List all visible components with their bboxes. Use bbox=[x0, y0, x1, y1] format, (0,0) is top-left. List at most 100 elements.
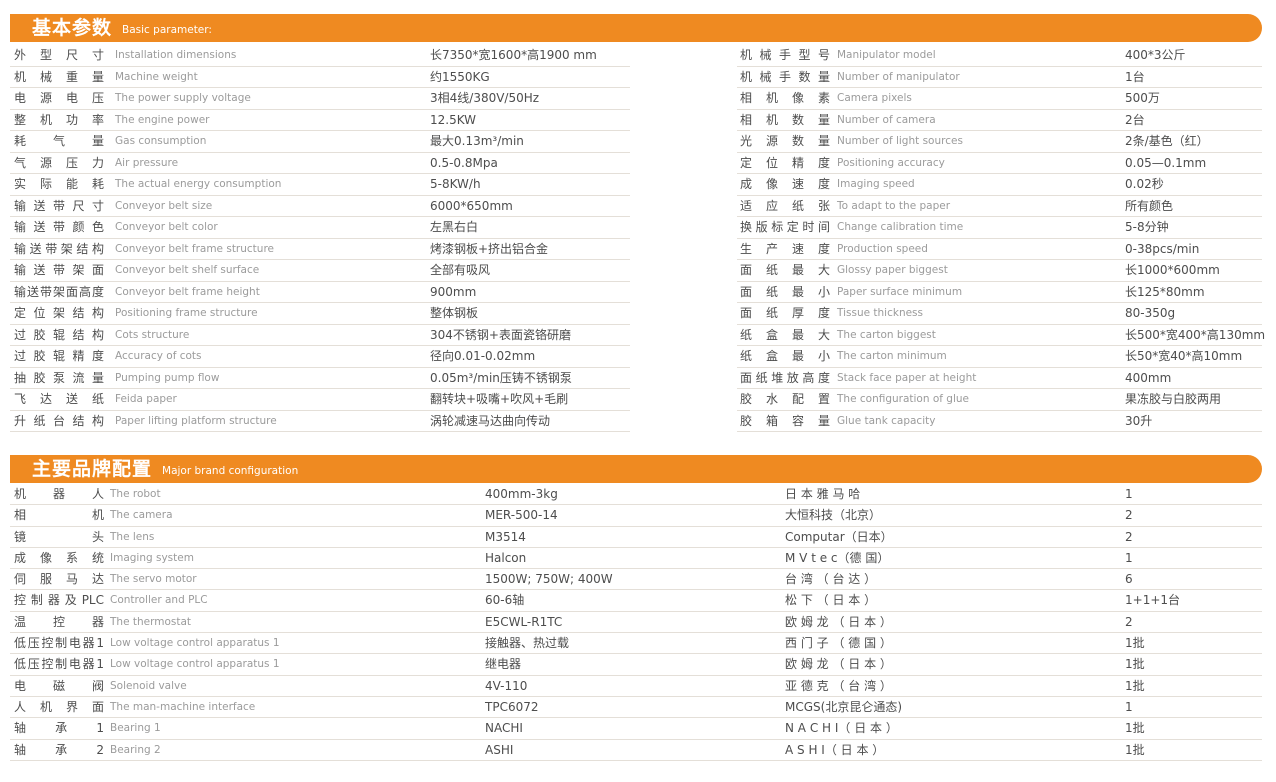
brand-configuration-section-header: 主要品牌配置 Major brand configuration bbox=[10, 455, 1262, 483]
spec-row: 控制器及PLC Controller and PLC 60-6轴 松 下 （ 日 本 … bbox=[10, 590, 1262, 612]
spec-label-zh: 定位架结构 bbox=[14, 306, 104, 320]
spec-label-en: Accuracy of cots bbox=[115, 350, 202, 362]
spec-label-zh: 纸盒最小 bbox=[740, 349, 830, 363]
spec-value: 2台 bbox=[1125, 112, 1145, 127]
component-label-zh: 电磁阀 bbox=[14, 678, 104, 693]
spec-value: 最大0.13m³/min bbox=[430, 134, 524, 148]
spec-row: 电源电压 The power supply voltage 3相4线/380V/50… bbox=[10, 88, 630, 110]
spec-row: 面纸堆放高度 Stack face paper at height 400mm bbox=[737, 368, 1262, 389]
spec-label-zh: 相机数量 bbox=[740, 112, 830, 127]
spec-row: 人机界面 The man-machine interface TPC6072 MCGS… bbox=[10, 697, 1262, 719]
spec-value: 12.5KW bbox=[430, 112, 477, 127]
spec-row: 升纸台结构 Paper lifting platform structure 涡轮减… bbox=[10, 411, 630, 432]
spec-row: 定位架结构 Positioning frame structure 整体钢板 bbox=[10, 303, 630, 325]
basic-parameter-left-column: 外型尺寸 Installation dimensions 长7350*宽1600*高… bbox=[10, 45, 630, 432]
component-label-en: Bearing 2 bbox=[110, 743, 161, 756]
basic-parameter-right-column: 机械手型号 Manipulator model 400*3公斤 机械手数量 Number… bbox=[737, 45, 1266, 432]
spec-row: 过胶辊结构 Cots structure 304不锈钢+表面瓷铬研磨 bbox=[10, 325, 630, 346]
spec-row: 相机数量 Number of camera 2台 bbox=[737, 110, 1262, 131]
component-quantity: 1+1+1台 bbox=[1125, 593, 1181, 608]
spec-label-zh: 气源压力 bbox=[14, 155, 104, 170]
spec-label-en: Pumping pump flow bbox=[115, 371, 220, 384]
spec-value: 5-8分钟 bbox=[1125, 220, 1169, 234]
spec-row: 相机像素 Camera pixels 500万 bbox=[737, 88, 1262, 110]
spec-row: 生产速度 Production speed 0-38pcs/min bbox=[737, 239, 1262, 260]
component-model: 60-6轴 bbox=[485, 593, 525, 608]
spec-label-zh: 面纸最大 bbox=[740, 263, 830, 277]
component-label-en: Controller and PLC bbox=[110, 594, 208, 607]
component-brand: 大恒科技（北京） bbox=[785, 508, 882, 523]
spec-label-zh: 输送带架结构 bbox=[14, 241, 104, 256]
brand-configuration-title-en: Major brand configuration bbox=[162, 465, 299, 477]
spec-row: 低压控制电器1 Low voltage control apparatus 1 接触… bbox=[10, 633, 1262, 655]
spec-label-zh: 输送带架面 bbox=[14, 263, 104, 277]
spec-value: 整体钢板 bbox=[430, 306, 479, 320]
component-quantity: 1 bbox=[1125, 487, 1133, 501]
brand-configuration-title-zh: 主要品牌配置 bbox=[32, 458, 153, 480]
spec-value: 长1000*600mm bbox=[1125, 263, 1220, 277]
component-quantity: 1批 bbox=[1125, 678, 1145, 693]
spec-row: 温控器 The thermostat E5CWL-R1TC 欧 姆 龙 （ 日 本 ）… bbox=[10, 612, 1262, 634]
spec-label-en: Paper surface minimum bbox=[837, 285, 963, 298]
spec-label-en: Cots structure bbox=[115, 328, 190, 341]
spec-label-en: Conveyor belt color bbox=[115, 221, 218, 233]
component-brand: 亚 德 克 （ 台 湾 ） bbox=[785, 678, 892, 693]
spec-value: 2条/基色（红） bbox=[1125, 134, 1209, 148]
spec-label-zh: 纸盒最大 bbox=[740, 327, 830, 342]
spec-value: 约1550KG bbox=[430, 69, 490, 84]
component-brand: Computar（日本） bbox=[785, 529, 893, 544]
spec-label-zh: 换版标定时间 bbox=[740, 220, 830, 234]
spec-value: 涡轮减速马达曲向传动 bbox=[430, 413, 551, 428]
spec-label-en: Feida paper bbox=[115, 393, 177, 405]
component-model: ASHI bbox=[485, 742, 514, 757]
spec-value: 500万 bbox=[1125, 91, 1160, 105]
component-quantity: 1批 bbox=[1125, 721, 1145, 736]
spec-row: 输送带架面 Conveyor belt shelf surface 全部有吸风 bbox=[10, 260, 630, 282]
spec-label-en: Gas consumption bbox=[115, 135, 207, 147]
spec-label-zh: 飞达送纸 bbox=[14, 392, 104, 406]
spec-label-zh: 输送带颜色 bbox=[14, 220, 104, 234]
spec-label-zh: 升纸台结构 bbox=[14, 413, 104, 428]
spec-row: 机械手型号 Manipulator model 400*3公斤 bbox=[737, 45, 1262, 67]
spec-row: 光源数量 Number of light sources 2条/基色（红） bbox=[737, 131, 1262, 153]
component-quantity: 1批 bbox=[1125, 657, 1145, 672]
spec-label-en: Camera pixels bbox=[837, 92, 912, 104]
component-quantity: 1 bbox=[1125, 550, 1133, 565]
component-label-zh: 镜头 bbox=[14, 529, 104, 544]
spec-label-zh: 面纸厚度 bbox=[740, 306, 830, 320]
spec-row: 胶水配置 The configuration of glue 果冻胶与白胶两用 bbox=[737, 389, 1262, 411]
spec-row: 耗气量 Gas consumption 最大0.13m³/min bbox=[10, 131, 630, 153]
spec-row: 相机 The camera MER-500-14 大恒科技（北京） 2 bbox=[10, 505, 1262, 527]
spec-row: 定位精度 Positioning accuracy 0.05—0.1mm bbox=[737, 153, 1262, 174]
component-model: 继电器 bbox=[485, 657, 522, 672]
spec-value: 6000*650mm bbox=[430, 198, 513, 213]
spec-label-zh: 输送带尺寸 bbox=[14, 198, 104, 213]
spec-label-en: Imaging speed bbox=[837, 178, 915, 190]
component-label-en: Solenoid valve bbox=[110, 679, 187, 692]
spec-row: 机器人 The robot 400mm-3kg 日 本 雅 马 哈 1 bbox=[10, 484, 1262, 506]
spec-row: 成像速度 Imaging speed 0.02秒 bbox=[737, 174, 1262, 196]
spec-label-en: Number of manipulator bbox=[837, 70, 960, 83]
spec-value: 0.05—0.1mm bbox=[1125, 155, 1207, 170]
spec-row: 镜头 The lens M3514 Computar（日本） 2 bbox=[10, 527, 1262, 548]
spec-row: 实际能耗 The actual energy consumption 5-8KW/h bbox=[10, 174, 630, 196]
spec-label-en: Conveyor belt frame structure bbox=[115, 242, 274, 255]
spec-row: 换版标定时间 Change calibration time 5-8分钟 bbox=[737, 217, 1262, 239]
spec-label-zh: 过胶辊结构 bbox=[14, 327, 104, 342]
basic-parameter-section-header: 基本参数 Basic parameter: bbox=[10, 14, 1262, 42]
spec-label-zh: 机械重量 bbox=[14, 69, 104, 84]
spec-label-zh: 定位精度 bbox=[740, 155, 830, 170]
component-label-en: The lens bbox=[110, 530, 155, 543]
spec-label-en: The carton biggest bbox=[837, 328, 936, 341]
spec-value: 长500*宽400*高130mm bbox=[1125, 327, 1266, 342]
spec-row: 低压控制电器1 Low voltage control apparatus 1 继电… bbox=[10, 654, 1262, 676]
spec-row: 机械重量 Machine weight 约1550KG bbox=[10, 67, 630, 88]
spec-label-zh: 耗气量 bbox=[14, 134, 104, 148]
spec-value: 30升 bbox=[1125, 413, 1153, 428]
component-label-zh: 温控器 bbox=[14, 614, 104, 629]
spec-label-en: Number of camera bbox=[837, 113, 936, 126]
component-brand: M V t e c（德 国） bbox=[785, 550, 890, 565]
spec-label-zh: 实际能耗 bbox=[14, 177, 104, 191]
spec-value: 5-8KW/h bbox=[430, 177, 481, 191]
spec-row: 电磁阀 Solenoid valve 4V-110 亚 德 克 （ 台 湾 ） 1批 bbox=[10, 676, 1262, 697]
